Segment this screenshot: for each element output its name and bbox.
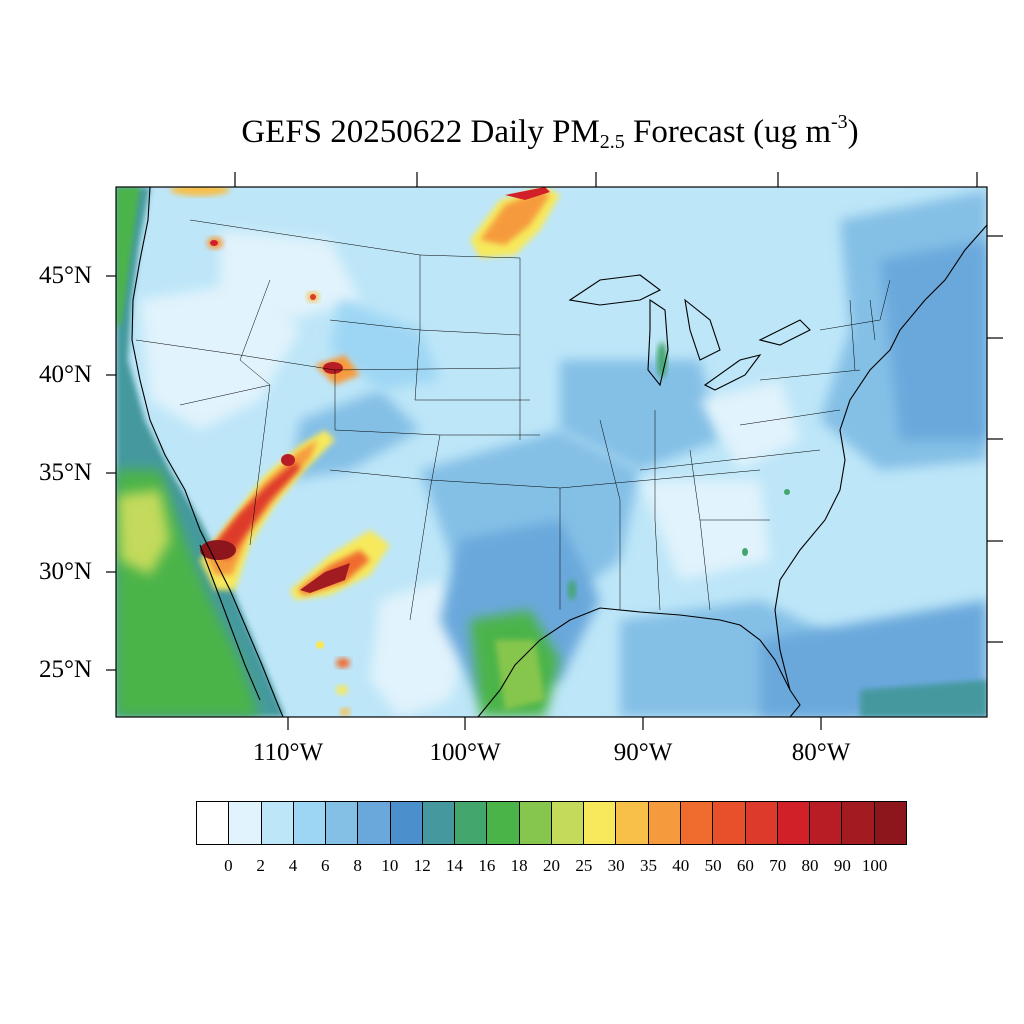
colorbar-label: 35 <box>639 856 657 875</box>
colorbar-box <box>616 802 649 844</box>
map-title: GEFS 20250622 Daily PM2.5 Forecast (ug m… <box>241 111 859 153</box>
colorbar-box <box>648 802 681 844</box>
colorbar-label: 80 <box>801 856 819 875</box>
lon-label-90w: 90°W <box>613 739 673 766</box>
colorbar-label: 60 <box>736 856 754 875</box>
lat-label-25n: 25°N <box>38 656 92 683</box>
colorbar-label: 18 <box>510 856 528 875</box>
colorbar-label: 100 <box>861 856 888 875</box>
lon-label-80w: 80°W <box>791 739 851 766</box>
colorbar-label: 2 <box>256 856 265 875</box>
colorbar-label: 6 <box>321 856 330 875</box>
lon-ticks <box>287 717 822 730</box>
colorbar-box <box>326 802 359 844</box>
lat-label-30n: 30°N <box>38 558 92 585</box>
colorbar-box <box>358 802 391 844</box>
colorbar-label: 25 <box>575 856 593 875</box>
lon-label-100w: 100°W <box>429 739 501 766</box>
colorbar-label: 50 <box>704 856 722 875</box>
colorbar-label: 0 <box>224 856 233 875</box>
colorbar-box <box>777 802 811 844</box>
lon-ticks-top <box>234 172 978 187</box>
colorbar-label: 8 <box>353 856 362 875</box>
colorbar-label: 16 <box>478 856 496 875</box>
colorbar-box <box>229 802 262 844</box>
colorbar-label: 10 <box>381 856 399 875</box>
colorbar-label: 70 <box>769 856 787 875</box>
colorbar-box <box>874 802 906 844</box>
colorbar-box <box>745 802 778 844</box>
lon-label-110w: 110°W <box>252 739 324 766</box>
coastlines <box>131 187 987 717</box>
colorbar-box <box>519 802 552 844</box>
colorbar-box <box>293 802 327 844</box>
colorbar <box>196 801 907 845</box>
colorbar-box <box>551 802 585 844</box>
colorbar-label: 30 <box>607 856 625 875</box>
lat-ticks <box>106 275 116 671</box>
lat-label-45n: 45°N <box>38 262 92 289</box>
lat-ticks-right <box>987 235 1003 643</box>
colorbar-box <box>487 802 520 844</box>
colorbar-label: 12 <box>413 856 431 875</box>
colorbar-box <box>842 802 875 844</box>
colorbar-box <box>261 802 294 844</box>
concentration-field <box>116 187 987 717</box>
colorbar-box <box>422 802 456 844</box>
colorbar-label: 20 <box>543 856 560 875</box>
colorbar-box <box>197 802 230 844</box>
colorbar-box <box>713 802 746 844</box>
colorbar-box <box>390 802 423 844</box>
colorbar-box <box>584 802 617 844</box>
lat-label-40n: 40°N <box>38 361 92 388</box>
lat-label-35n: 35°N <box>38 459 92 486</box>
state-borders <box>135 219 891 621</box>
colorbar-box <box>810 802 843 844</box>
colorbar-box <box>455 802 488 844</box>
colorbar-label: 14 <box>446 856 464 875</box>
colorbar-label: 90 <box>833 856 851 875</box>
colorbar-label: 4 <box>288 856 298 875</box>
map-frame <box>115 186 988 718</box>
colorbar-box <box>680 802 714 844</box>
colorbar-label: 40 <box>672 856 690 875</box>
